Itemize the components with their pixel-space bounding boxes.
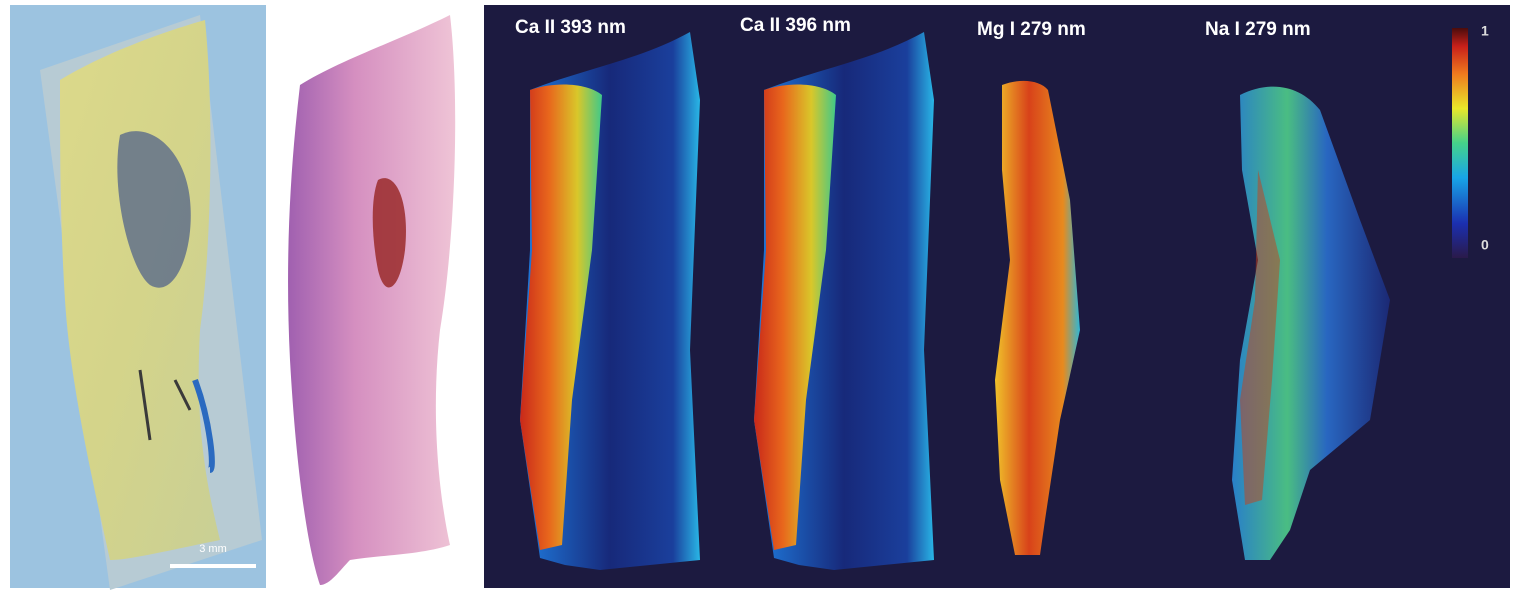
maps-panel: Ca II 393 nm Ca II 396 nm Mg I 279 nm Na…: [484, 5, 1510, 588]
map-label: Ca II 396 nm: [740, 15, 851, 36]
map-na-279: [1232, 86, 1390, 560]
scale-bar-label: 3 mm: [199, 543, 227, 555]
map-label: Na I 279 nm: [1205, 19, 1311, 40]
photo-panel: 3 mm: [10, 5, 266, 590]
tissue: [60, 20, 220, 560]
map-ca-396: [754, 32, 934, 570]
ink-mark: [192, 378, 215, 473]
map-label: Mg I 279 nm: [977, 19, 1086, 40]
colorbar: [1452, 28, 1468, 258]
map-region: [1232, 86, 1390, 560]
colorbar-max-label: 1: [1481, 23, 1489, 39]
map-region: [995, 80, 1080, 555]
map-label: Ca II 393 nm: [515, 17, 626, 38]
map-region: [520, 84, 602, 551]
lesion: [372, 178, 406, 288]
fold: [138, 369, 192, 441]
map-ca-393: [520, 32, 700, 570]
histology-panel: [270, 5, 482, 588]
map-mg-279: [995, 80, 1080, 555]
lesion: [117, 131, 191, 288]
map-region: [1240, 170, 1280, 505]
map-region: [754, 84, 836, 551]
tissue: [288, 15, 456, 585]
colorbar-min-label: 0: [1481, 237, 1489, 253]
